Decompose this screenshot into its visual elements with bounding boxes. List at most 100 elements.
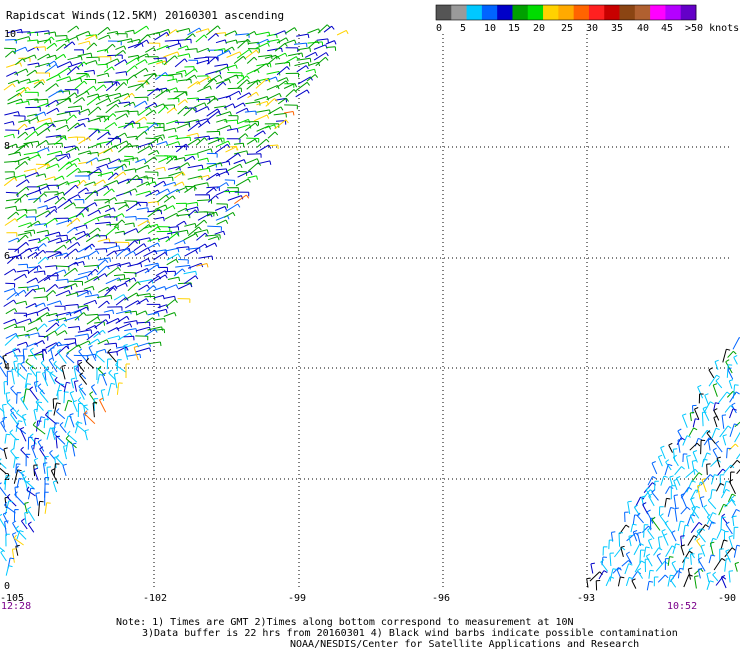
wind-barb <box>187 80 201 89</box>
wind-barb <box>25 358 36 370</box>
wind-barb <box>715 377 723 389</box>
legend-label: 25 <box>561 23 573 34</box>
wind-barb <box>64 92 78 101</box>
wind-barb <box>64 338 77 343</box>
wind-barb <box>307 40 320 49</box>
wind-barb <box>245 101 261 106</box>
wind-barb <box>106 317 121 325</box>
wind-barb <box>135 158 147 163</box>
wind-barb <box>126 353 142 359</box>
wind-barb <box>643 482 656 494</box>
wind-barb <box>711 427 720 439</box>
wind-barb <box>145 189 161 197</box>
wind-barb <box>84 190 99 201</box>
wind-barb <box>76 233 91 241</box>
wind-barb <box>274 43 288 52</box>
wind-barb <box>157 176 174 182</box>
wind-barb <box>34 185 50 193</box>
wind-barb <box>76 179 87 188</box>
wind-barb <box>215 168 228 173</box>
note-line-3: NOAA/NESDIS/Center for Satellite Applica… <box>290 639 639 650</box>
wind-barb <box>86 316 101 325</box>
wind-barb <box>704 393 709 405</box>
wind-barb <box>5 565 13 576</box>
wind-barb <box>45 209 58 218</box>
wind-barb <box>708 521 716 530</box>
wind-barb <box>614 547 626 558</box>
wind-barb <box>115 113 129 121</box>
wind-barb <box>44 231 61 237</box>
wind-barb <box>36 306 50 313</box>
wind-barb <box>50 347 55 361</box>
wind-barb <box>620 545 625 558</box>
wind-barb <box>136 207 149 212</box>
wind-barb <box>136 298 149 305</box>
wind-barb <box>23 168 37 173</box>
wind-barb <box>36 312 51 321</box>
wind-barb <box>32 421 46 435</box>
wind-barb <box>216 182 229 189</box>
wind-barb <box>285 27 298 34</box>
wind-barb <box>651 461 658 475</box>
wind-barb <box>224 74 239 81</box>
wind-barb <box>113 163 128 172</box>
lat-label: 6 <box>4 251 10 262</box>
wind-barb <box>134 25 150 35</box>
wind-barb <box>697 567 703 579</box>
wind-barb <box>206 211 219 217</box>
wind-barb <box>78 161 93 166</box>
wind-barb <box>28 266 39 271</box>
wind-barb <box>647 476 657 486</box>
wind-barb <box>4 111 20 116</box>
wind-barb <box>18 263 29 269</box>
wind-barb <box>325 40 337 45</box>
wind-barb <box>88 168 102 176</box>
wind-barb <box>37 500 44 517</box>
wind-barb <box>720 574 727 589</box>
wind-barb <box>0 482 7 497</box>
wind-barb <box>11 532 19 548</box>
wind-barb <box>5 198 22 203</box>
lat-label: 10 <box>4 29 16 40</box>
wind-barb <box>75 255 90 260</box>
wind-barb <box>106 250 118 257</box>
wind-barb <box>69 390 75 403</box>
wind-barb <box>677 438 683 453</box>
wind-barb <box>134 116 148 124</box>
wind-barb <box>643 524 649 538</box>
wind-barb <box>144 295 156 301</box>
wind-barb <box>34 302 46 308</box>
wind-barb <box>45 290 57 298</box>
wind-barb <box>590 562 595 574</box>
wind-barb <box>154 216 165 222</box>
wind-barb <box>153 251 168 261</box>
wind-barb <box>153 134 165 139</box>
wind-barb <box>206 162 223 169</box>
wind-barb <box>10 448 18 460</box>
wind-barb <box>86 56 100 62</box>
wind-barb <box>600 559 609 572</box>
wind-barb <box>13 509 19 522</box>
wind-barb <box>44 157 59 165</box>
wind-barb <box>123 344 129 360</box>
wind-barb <box>63 41 76 49</box>
wind-barb <box>34 340 45 346</box>
wind-barb <box>297 47 311 52</box>
wind-barb <box>4 268 17 276</box>
wind-barb <box>617 576 625 587</box>
wind-barb <box>664 520 673 534</box>
wind-barb <box>147 226 161 234</box>
wind-barb <box>74 333 90 338</box>
wind-barb <box>725 359 733 374</box>
wind-barb <box>0 362 7 378</box>
wind-barb <box>186 132 200 138</box>
wind-barb <box>624 563 633 575</box>
wind-barb <box>124 122 141 128</box>
wind-barb <box>4 348 21 356</box>
wind-barb <box>185 247 201 252</box>
wind-barb <box>64 145 77 150</box>
wind-barb <box>633 542 644 556</box>
wind-barb <box>682 557 690 571</box>
wind-barb <box>38 335 49 341</box>
wind-barb <box>84 294 100 299</box>
